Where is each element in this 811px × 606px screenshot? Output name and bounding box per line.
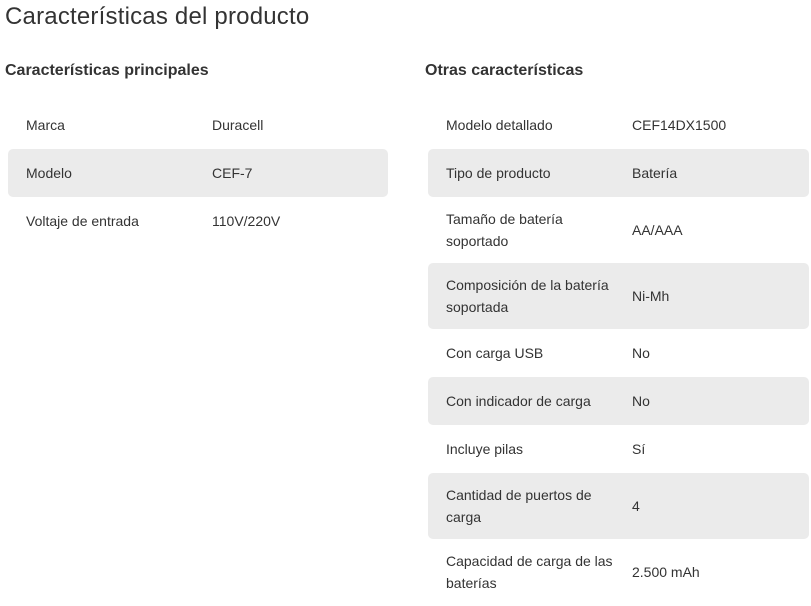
spec-row: Composición de la batería soportada Ni-M… — [428, 263, 809, 329]
spec-value: CEF-7 — [212, 165, 253, 181]
spec-row: Modelo detallado CEF14DX1500 — [428, 101, 809, 149]
spec-label: Composición de la batería soportada — [446, 277, 609, 315]
main-characteristics-column: Características principales Marca Durace… — [5, 62, 388, 605]
spec-value: Batería — [632, 165, 678, 181]
spec-label: Incluye pilas — [446, 441, 524, 457]
spec-label: Tipo de producto — [446, 165, 551, 181]
spec-value: 2.500 mAh — [632, 564, 700, 580]
spec-row: Tamaño de batería soportado AA/AAA — [428, 197, 809, 263]
spec-label: Modelo detallado — [446, 117, 553, 133]
spec-row: Con indicador de carga No — [428, 377, 809, 425]
spec-row: Modelo CEF-7 — [8, 149, 388, 197]
section-heading-main-characteristics: Características principales — [5, 62, 209, 79]
spec-row: Capacidad de carga de las baterías 2.500… — [428, 539, 809, 605]
spec-table-main-characteristics: Marca Duracell Modelo CEF-7 Voltaje de e… — [8, 101, 388, 245]
spec-row: Incluye pilas Sí — [428, 425, 809, 473]
spec-value: CEF14DX1500 — [632, 117, 727, 133]
spec-label: Tamaño de batería soportado — [446, 211, 563, 249]
spec-columns: Características principales Marca Durace… — [5, 62, 811, 605]
spec-value: 110V/220V — [212, 213, 281, 229]
spec-value: No — [632, 345, 650, 361]
spec-value: AA/AAA — [632, 222, 683, 238]
spec-label: Capacidad de carga de las baterías — [446, 553, 613, 591]
spec-table-other-characteristics: Modelo detallado CEF14DX1500 Tipo de pro… — [428, 101, 809, 605]
spec-value: Duracell — [212, 117, 264, 133]
spec-label: Marca — [26, 117, 65, 133]
spec-row: Voltaje de entrada 110V/220V — [8, 197, 388, 245]
spec-label: Modelo — [26, 165, 72, 181]
spec-row: Con carga USB No — [428, 329, 809, 377]
spec-label: Con carga USB — [446, 345, 544, 361]
spec-value: Sí — [632, 441, 646, 457]
spec-label: Cantidad de puertos de carga — [446, 487, 592, 525]
spec-value: Ni-Mh — [632, 288, 670, 304]
page-title: Características del producto — [5, 3, 310, 30]
spec-row: Tipo de producto Batería — [428, 149, 809, 197]
spec-label: Voltaje de entrada — [26, 213, 139, 229]
section-heading-other-characteristics: Otras características — [425, 62, 584, 79]
spec-value: No — [632, 393, 650, 409]
spec-label: Con indicador de carga — [446, 393, 591, 409]
spec-row: Cantidad de puertos de carga 4 — [428, 473, 809, 539]
spec-row: Marca Duracell — [8, 101, 388, 149]
other-characteristics-column: Otras características Modelo detallado C… — [425, 62, 809, 605]
spec-value: 4 — [632, 498, 640, 514]
